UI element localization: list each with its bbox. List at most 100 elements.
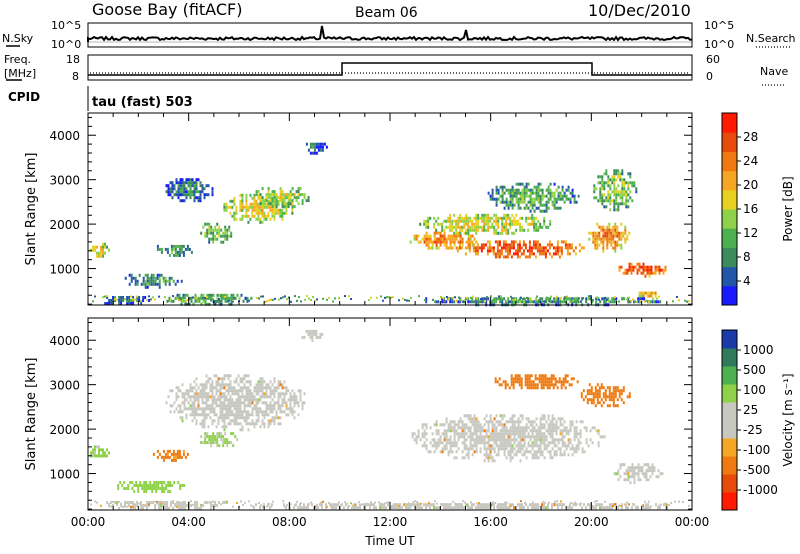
data-cell: [612, 234, 615, 238]
data-cell: [501, 219, 504, 223]
data-cell: [158, 247, 161, 251]
data-cell: [205, 386, 208, 390]
colorbar-tick-label: -100: [743, 443, 770, 457]
data-cell: [285, 196, 288, 200]
data-cell: [631, 506, 633, 510]
data-cell: [592, 231, 595, 235]
data-cell: [678, 299, 680, 302]
data-cell: [489, 453, 492, 457]
data-cell: [567, 297, 570, 301]
data-cell: [599, 181, 602, 185]
data-cell: [277, 392, 280, 396]
data-cell: [603, 506, 605, 510]
data-cell: [530, 249, 533, 253]
data-cell: [123, 487, 126, 490]
data-cell: [547, 450, 550, 454]
data-cell: [627, 469, 630, 473]
data-cell: [603, 172, 606, 176]
data-cell: [317, 335, 320, 339]
data-cell: [627, 193, 630, 197]
data-cell: [255, 410, 258, 414]
data-cell: [602, 386, 605, 390]
data-cell: [469, 240, 472, 244]
data-cell: [597, 432, 600, 436]
data-cell: [297, 401, 300, 405]
data-cell: [451, 506, 453, 510]
data-cell: [497, 503, 499, 507]
data-cell: [415, 438, 418, 442]
data-cell: [256, 296, 258, 299]
data-cell: [465, 432, 468, 436]
data-cell: [219, 401, 222, 405]
data-cell: [134, 507, 137, 510]
data-cell: [613, 169, 616, 173]
data-cell: [177, 193, 180, 197]
data-cell: [592, 299, 594, 302]
data-cell: [473, 438, 476, 442]
data-cell: [201, 190, 204, 194]
data-cell: [166, 455, 169, 459]
data-cell: [556, 295, 558, 298]
data-cell: [391, 506, 393, 510]
data-cell: [295, 199, 298, 203]
data-cell: [243, 395, 246, 399]
data-cell: [285, 208, 288, 212]
data-cell: [609, 300, 612, 304]
data-cell: [427, 234, 430, 238]
data-cell: [154, 279, 157, 283]
data-cell: [463, 447, 466, 451]
data-cell: [195, 395, 198, 399]
data-cell: [465, 219, 468, 223]
data-cell: [631, 466, 634, 470]
data-cell: [481, 213, 484, 217]
data-cell: [601, 187, 604, 191]
data-cell: [421, 237, 424, 241]
velocity-ground-scatter: [90, 500, 690, 508]
data-cell: [297, 196, 300, 200]
data-cell: [451, 240, 454, 244]
data-cell: [612, 228, 615, 232]
data-cell: [455, 450, 458, 454]
data-cell: [321, 503, 323, 507]
data-cell: [216, 432, 219, 436]
data-cell: [177, 181, 180, 185]
data-cell: [405, 503, 407, 507]
data-cell: [257, 193, 260, 197]
data-cell: [223, 407, 226, 411]
data-cell: [601, 503, 603, 507]
data-cell: [615, 190, 618, 194]
data-cell: [551, 432, 554, 436]
data-cell: [565, 197, 568, 201]
data-cell: [225, 398, 228, 402]
data-cell: [506, 383, 509, 387]
data-cell: [473, 237, 476, 241]
data-cell: [501, 441, 504, 445]
data-cell: [491, 225, 494, 229]
data-cell: [236, 501, 238, 504]
data-cell: [329, 503, 331, 507]
data-cell: [257, 196, 260, 200]
data-cell: [571, 188, 574, 192]
data-cell: [523, 432, 526, 436]
data-cell: [555, 297, 558, 301]
data-cell: [211, 407, 214, 411]
data-cell: [271, 196, 274, 200]
data-cell: [520, 380, 523, 384]
data-cell: [453, 444, 456, 448]
data-cell: [627, 478, 630, 482]
data-cell: [529, 435, 532, 439]
data-cell: [553, 444, 556, 448]
data-cell: [585, 438, 588, 442]
data-cell: [290, 300, 292, 303]
data-cell: [221, 401, 224, 405]
data-cell: [197, 392, 200, 396]
data-cell: [536, 240, 539, 244]
data-cell: [204, 231, 207, 235]
data-cell: [467, 453, 470, 457]
data-cell: [467, 450, 470, 454]
data-cell: [648, 274, 651, 278]
data-cell: [538, 249, 541, 253]
data-cell: [277, 383, 280, 387]
data-cell: [285, 205, 288, 209]
data-cell: [465, 426, 468, 430]
